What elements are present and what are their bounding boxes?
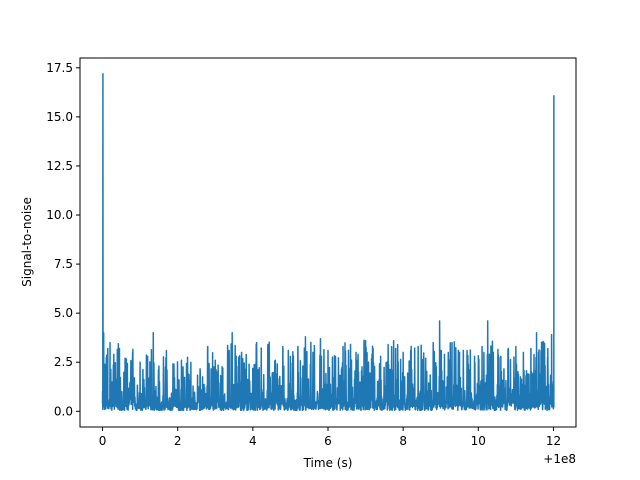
y-tick-label: 17.5 xyxy=(46,61,73,75)
x-axis-ticks: 0 2 4 6 8 10 12 xyxy=(99,427,561,448)
x-tick-label: 0 xyxy=(99,434,107,448)
y-tick-label: 10.0 xyxy=(46,208,73,222)
x-offset-label: +1e8 xyxy=(543,452,576,466)
axes-frame xyxy=(79,57,577,428)
x-tick-label: 8 xyxy=(399,434,407,448)
y-tick-label: 0.0 xyxy=(54,404,73,418)
y-tick-label: 2.5 xyxy=(54,355,73,369)
x-tick-label: 10 xyxy=(471,434,486,448)
x-tick-label: 6 xyxy=(324,434,332,448)
y-axis-ticks: 0.0 2.5 5.0 7.5 10.0 12.5 15.0 17.5 xyxy=(46,61,80,418)
y-tick-label: 5.0 xyxy=(54,306,73,320)
y-tick-label: 12.5 xyxy=(46,159,73,173)
plot-area xyxy=(101,72,555,412)
x-tick-label: 4 xyxy=(249,434,257,448)
signal-line xyxy=(101,72,555,412)
y-axis-label: Signal-to-noise xyxy=(20,197,34,287)
x-tick-label: 12 xyxy=(546,434,561,448)
x-axis-label: Time (s) xyxy=(303,456,353,470)
y-tick-label: 7.5 xyxy=(54,257,73,271)
y-tick-label: 15.0 xyxy=(46,110,73,124)
x-tick-label: 2 xyxy=(174,434,182,448)
